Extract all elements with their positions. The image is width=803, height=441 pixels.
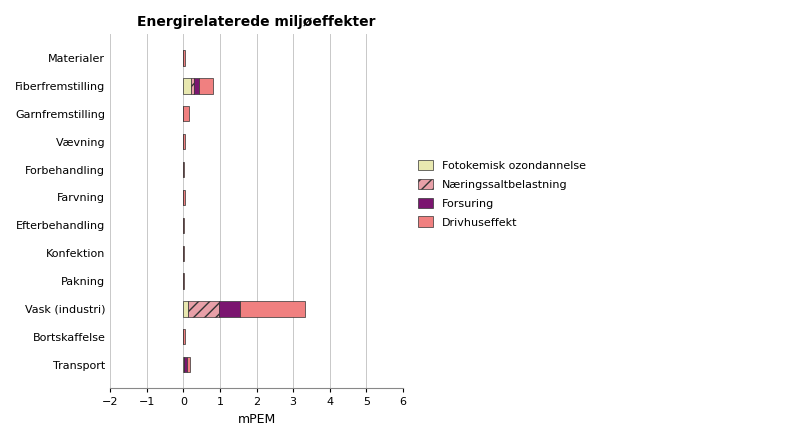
Bar [186,357,190,372]
Title: Energirelaterede miljøeffekter: Energirelaterede miljøeffekter [137,15,375,29]
Bar [183,50,185,66]
Bar [183,329,185,344]
Bar [184,357,186,372]
Bar [183,162,184,177]
Bar [194,78,199,93]
Bar [183,190,185,205]
Bar [187,301,218,317]
Bar [183,106,189,122]
Bar [218,301,240,317]
Bar [183,134,185,149]
Legend: Fotokemisk ozondannelse, Næringssaltbelastning, Forsuring, Drivhuseffekt: Fotokemisk ozondannelse, Næringssaltbela… [414,157,589,231]
Bar [240,301,305,317]
Bar [199,78,213,93]
X-axis label: mPEM: mPEM [237,413,275,426]
Bar [183,78,191,93]
Bar [183,301,187,317]
Bar [191,78,194,93]
